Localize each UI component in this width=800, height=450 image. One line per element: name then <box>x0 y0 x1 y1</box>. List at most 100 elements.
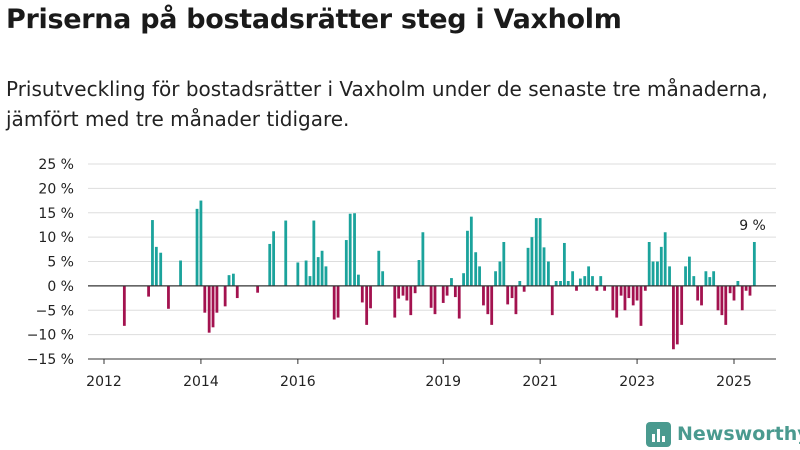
bar <box>550 285 554 316</box>
bar <box>510 285 514 299</box>
bar <box>320 250 324 286</box>
x-tick-label: 2023 <box>619 374 655 390</box>
bar <box>167 285 170 309</box>
bar <box>643 285 647 291</box>
bar <box>502 242 506 286</box>
bars <box>122 200 756 350</box>
bar <box>692 276 696 286</box>
bar <box>728 285 732 294</box>
bar <box>203 285 207 313</box>
bar <box>360 285 364 303</box>
bar-chart-logo-icon <box>646 421 671 447</box>
bar <box>534 218 538 286</box>
chart-title: Priserna på bostadsrätter steg i Vaxholm <box>6 4 622 35</box>
bar <box>522 285 526 292</box>
bar <box>554 281 558 286</box>
bar <box>752 242 756 286</box>
bar <box>615 285 619 318</box>
y-tick-label: 20 % <box>38 181 74 197</box>
bar <box>656 261 659 286</box>
bar <box>518 281 522 286</box>
bar <box>675 285 679 345</box>
bar <box>393 285 397 318</box>
bar <box>736 281 740 286</box>
x-tick-label: 2016 <box>280 374 316 390</box>
bar <box>478 266 481 286</box>
bar <box>344 240 348 286</box>
bar <box>578 278 582 286</box>
bar <box>195 208 199 286</box>
bar <box>599 276 603 286</box>
bar <box>639 285 643 326</box>
bar <box>308 276 312 286</box>
y-tick-label: 10 % <box>38 230 74 246</box>
bar <box>659 246 663 286</box>
bar <box>490 285 494 325</box>
bar <box>227 275 231 286</box>
bar <box>530 237 534 286</box>
bar <box>668 266 671 286</box>
bar-chart: −15 % −10 % −5 % 0 % 5 % 10 % 15 % 20 % 25 % 2012… <box>27 157 776 390</box>
bar <box>353 213 356 286</box>
bar <box>336 285 340 318</box>
y-tick-label: −5 % <box>36 303 74 319</box>
bar <box>571 271 575 286</box>
bar <box>708 277 712 286</box>
bar <box>672 285 675 350</box>
bar <box>498 261 502 286</box>
bar <box>566 281 570 286</box>
bar <box>151 220 154 286</box>
y-tick-label: 15 % <box>38 206 74 222</box>
y-tick-label: 5 % <box>47 255 74 271</box>
bar <box>231 273 235 286</box>
bar <box>583 276 587 286</box>
bar <box>716 285 720 311</box>
axes <box>88 285 776 364</box>
bar <box>450 278 453 286</box>
bar <box>284 220 288 286</box>
bar <box>235 285 239 299</box>
bar <box>696 285 700 301</box>
bar <box>712 271 716 286</box>
bar <box>304 260 308 286</box>
x-tick-label: 2025 <box>716 374 752 390</box>
x-tick-label: 2014 <box>183 374 219 390</box>
bar <box>215 285 219 313</box>
bar <box>704 271 708 286</box>
bar <box>526 247 530 286</box>
bar <box>365 285 369 325</box>
bar <box>417 260 421 286</box>
bar <box>506 285 510 305</box>
brand-logo: Newsworthy <box>646 420 800 448</box>
bar <box>445 285 449 296</box>
bar <box>421 232 425 286</box>
bar <box>348 213 352 286</box>
bar <box>700 285 703 306</box>
bar <box>744 285 748 291</box>
bar <box>122 285 126 326</box>
bar <box>154 246 158 286</box>
bar <box>546 261 550 286</box>
bar <box>357 274 360 286</box>
bar <box>623 285 627 311</box>
bar <box>405 285 409 301</box>
bar <box>466 230 469 286</box>
bar <box>296 262 300 286</box>
bar <box>651 261 655 286</box>
last-value-annotation: 9 % <box>739 218 766 234</box>
bar <box>324 266 328 286</box>
bar <box>619 285 623 296</box>
bar <box>401 285 405 296</box>
y-tick-label: 25 % <box>38 157 74 173</box>
bar <box>680 285 684 325</box>
bar <box>514 285 518 315</box>
bar <box>494 271 497 286</box>
bar <box>453 285 457 298</box>
bar <box>397 285 401 299</box>
bar <box>312 220 316 286</box>
bar <box>587 266 591 286</box>
bar <box>377 250 381 286</box>
bar <box>538 218 542 286</box>
chart-subtitle: Prisutveckling för bostadsrätter i Vaxho… <box>6 77 768 131</box>
bar <box>562 242 566 286</box>
